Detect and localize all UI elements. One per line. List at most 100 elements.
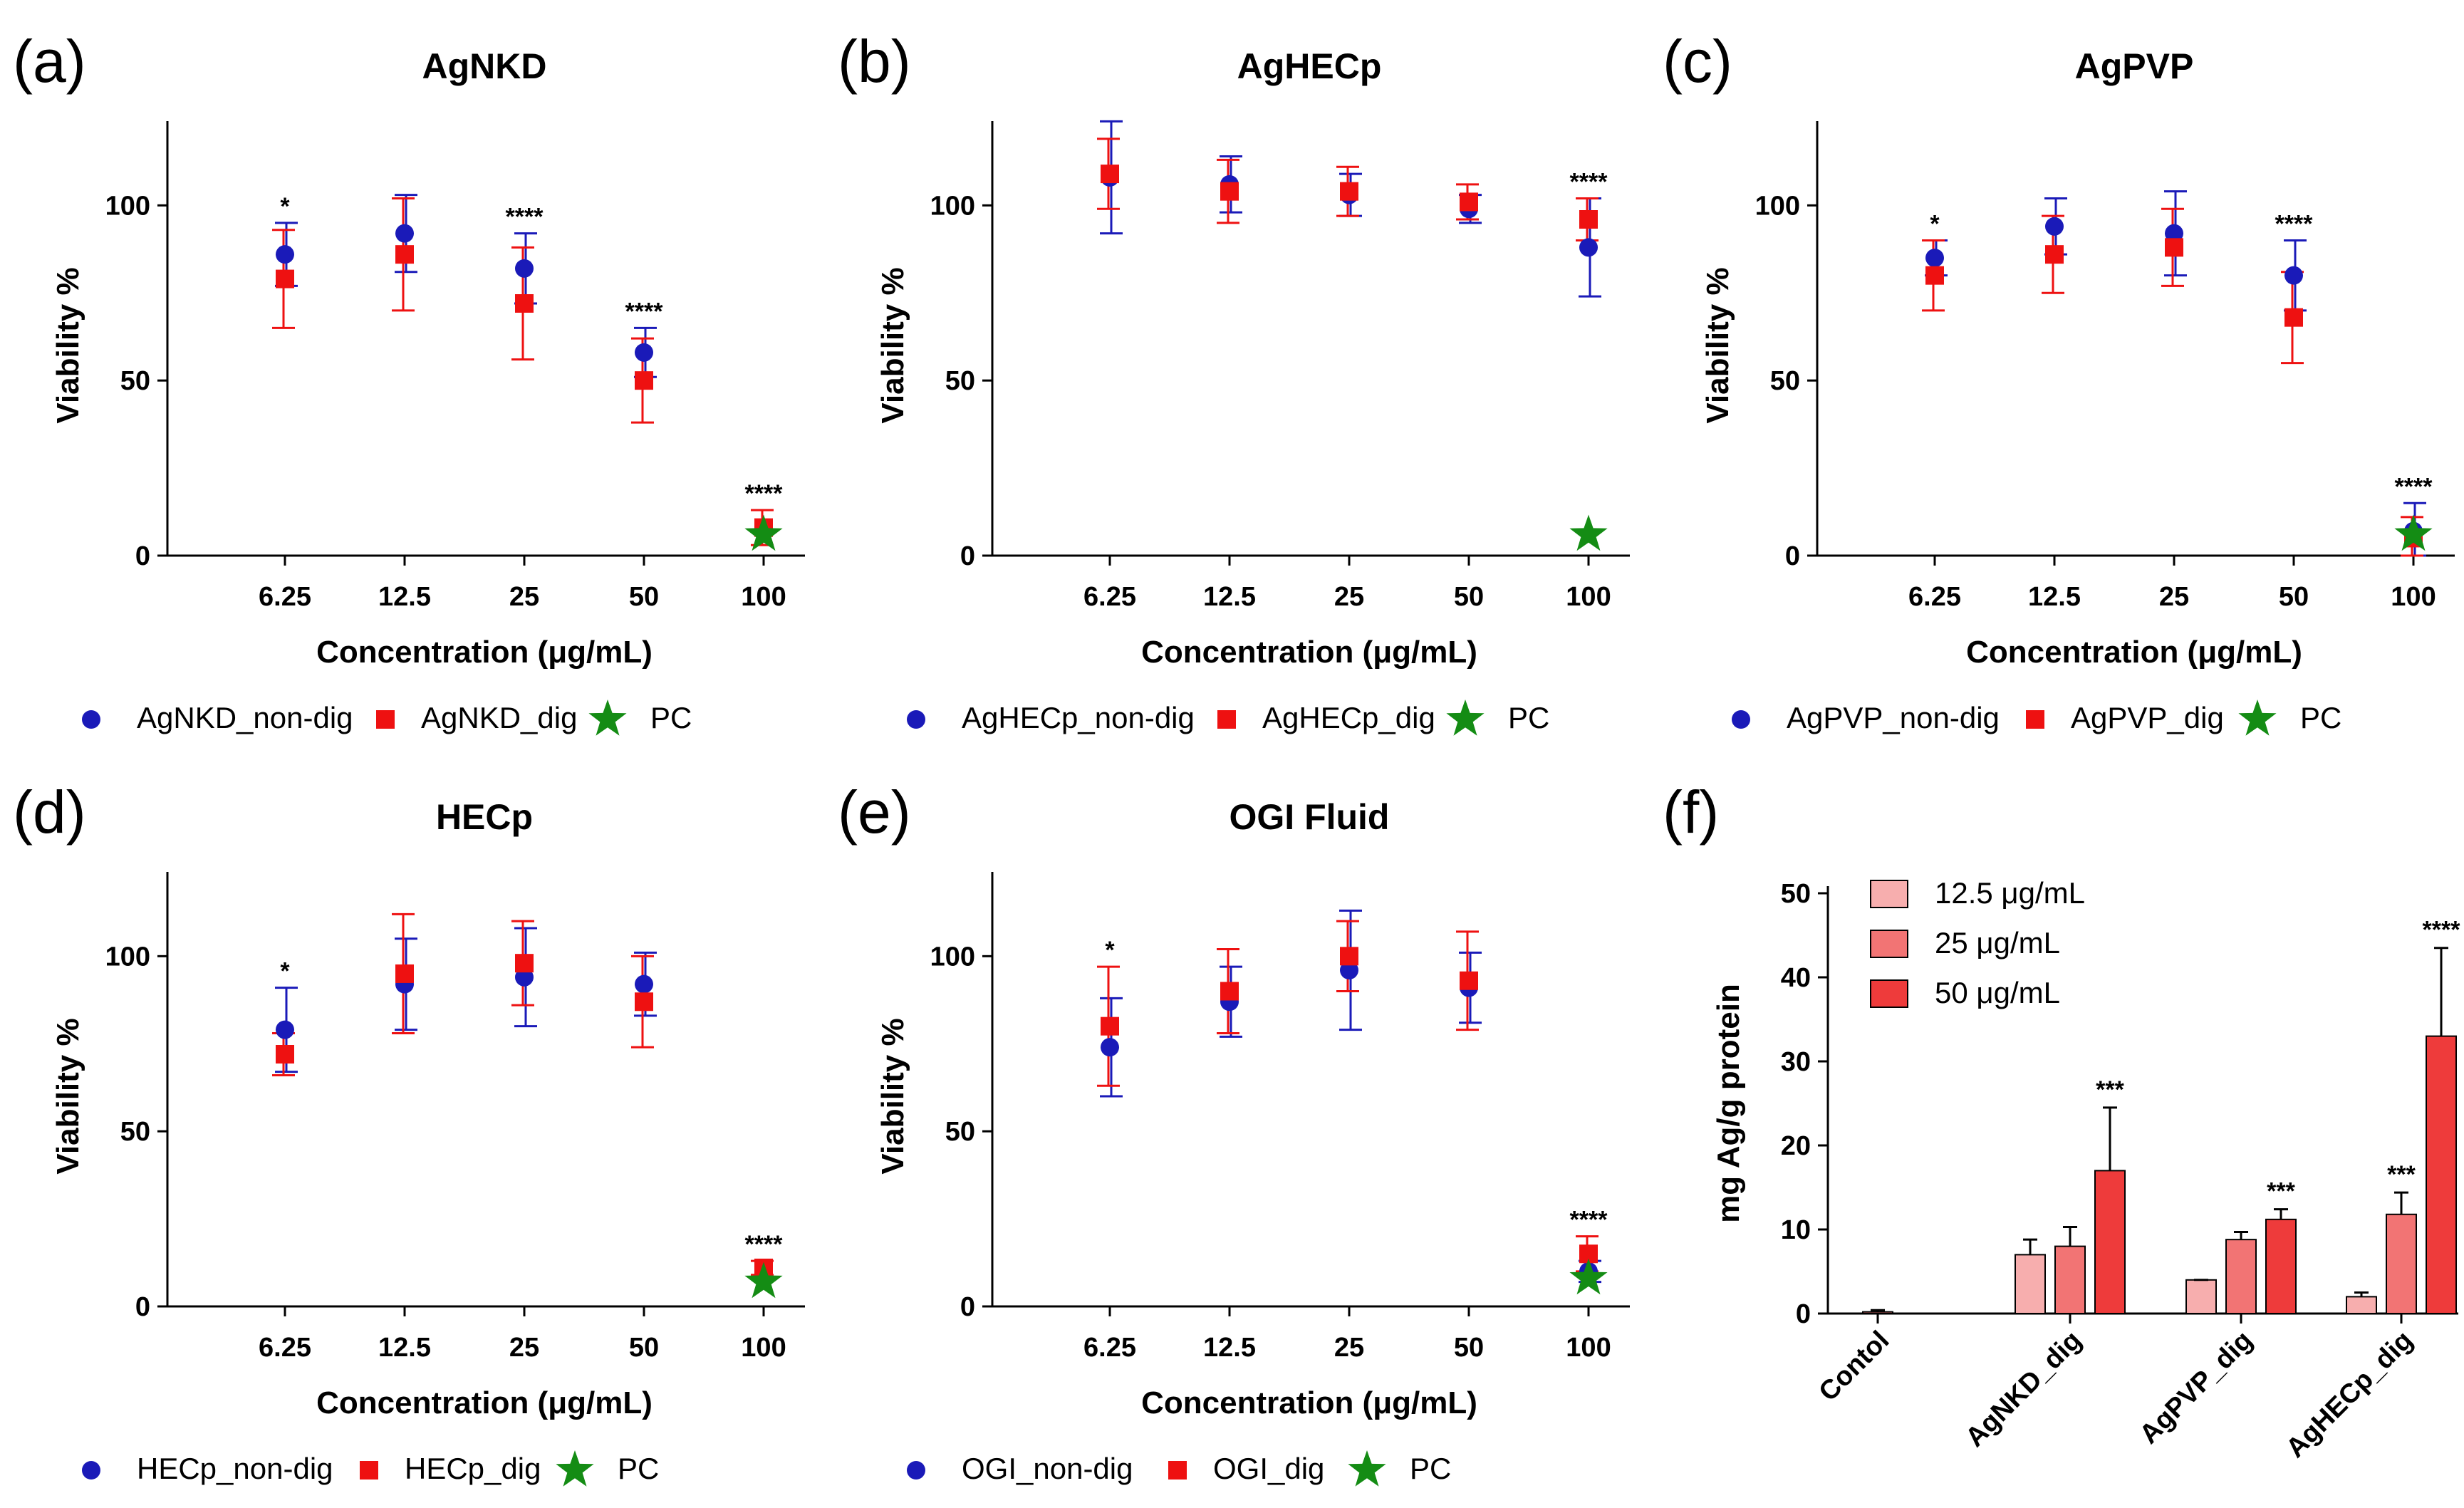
significance-mark: **** bbox=[506, 204, 544, 231]
legend-entry: 50 μg/mL bbox=[1935, 976, 2060, 1009]
legend-marker-pc bbox=[1446, 700, 1485, 736]
bar bbox=[2265, 1218, 2297, 1314]
x-tick-label: AgPVP_dig bbox=[2134, 1326, 2259, 1450]
point-non-dig bbox=[395, 224, 414, 243]
legend-marker-non-dig bbox=[82, 710, 100, 729]
y-tick-label: 100 bbox=[105, 942, 150, 972]
legend-entry: PC bbox=[650, 701, 692, 734]
y-tick-label: 40 bbox=[1781, 963, 1811, 993]
bar bbox=[2094, 1170, 2126, 1315]
x-axis-label: Concentration (μg/mL) bbox=[316, 1385, 653, 1420]
x-tick-label: 6.25 bbox=[1083, 582, 1136, 612]
y-tick-label: 50 bbox=[945, 366, 975, 396]
x-tick-label: 100 bbox=[2391, 582, 2436, 612]
significance-mark: **** bbox=[2395, 473, 2433, 500]
significance-mark: **** bbox=[1570, 169, 1608, 196]
legend-entry: AgHECp_non-dig bbox=[962, 701, 1195, 734]
x-tick-label: 25 bbox=[509, 1333, 539, 1363]
x-axis-label: Concentration (μg/mL) bbox=[1966, 635, 2302, 670]
point-dig bbox=[635, 371, 653, 390]
y-tick-label: 50 bbox=[1770, 366, 1800, 396]
point-non-dig bbox=[1340, 961, 1358, 979]
panel-label: (e) bbox=[838, 779, 911, 846]
panel-label: (c) bbox=[1663, 28, 1732, 95]
legend-entry: AgPVP_dig bbox=[2071, 701, 2224, 734]
x-tick-label: 6.25 bbox=[1908, 582, 1961, 612]
x-tick-label: AgHECp_dig bbox=[2280, 1326, 2418, 1464]
panel-label: (d) bbox=[13, 779, 86, 846]
y-tick-label: 100 bbox=[930, 942, 975, 972]
legend-marker-dig bbox=[360, 1461, 378, 1480]
pc-star bbox=[744, 1262, 783, 1299]
x-tick-label: 100 bbox=[1566, 582, 1611, 612]
point-dig bbox=[1460, 971, 1478, 990]
legend-entry: PC bbox=[2300, 701, 2341, 734]
point-non-dig bbox=[2284, 266, 2303, 285]
bar bbox=[2225, 1239, 2257, 1315]
legend-marker-pc bbox=[1348, 1450, 1386, 1487]
bar bbox=[2386, 1213, 2417, 1315]
point-dig bbox=[1925, 266, 1944, 285]
point-dig bbox=[1340, 947, 1358, 966]
y-tick-label: 100 bbox=[1755, 191, 1800, 221]
legend-entry: OGI_non-dig bbox=[962, 1452, 1133, 1485]
y-tick-label: 0 bbox=[1785, 541, 1800, 571]
point-dig bbox=[1579, 210, 1598, 229]
point-non-dig bbox=[2165, 224, 2183, 243]
point-dig bbox=[515, 294, 534, 313]
x-tick-label: 25 bbox=[1334, 1333, 1364, 1363]
x-tick-label: 100 bbox=[741, 1333, 786, 1363]
x-tick-label: 12.5 bbox=[1203, 582, 1256, 612]
y-tick-label: 10 bbox=[1781, 1215, 1811, 1245]
y-tick-label: 0 bbox=[960, 541, 975, 571]
pc-star bbox=[1569, 514, 1608, 551]
significance-mark: **** bbox=[2275, 211, 2314, 238]
legend-marker-non-dig bbox=[907, 710, 925, 729]
legend-marker-pc bbox=[556, 1450, 594, 1487]
x-tick-label: 25 bbox=[2159, 582, 2189, 612]
bar bbox=[2185, 1279, 2217, 1315]
panel-label: (a) bbox=[13, 28, 86, 95]
bar bbox=[1862, 1311, 1893, 1315]
legend-entry: HECp_dig bbox=[405, 1452, 541, 1485]
legend-entry: AgNKD_dig bbox=[421, 701, 577, 734]
point-dig bbox=[395, 964, 414, 983]
legend-entry: 12.5 μg/mL bbox=[1935, 876, 2085, 910]
y-tick-label: 100 bbox=[930, 191, 975, 221]
y-axis-label: Viability % bbox=[51, 1018, 85, 1174]
legend: AgHECp_non-dig AgHECp_dig PC bbox=[907, 700, 1549, 736]
y-tick-label: 30 bbox=[1781, 1047, 1811, 1077]
point-non-dig bbox=[276, 245, 294, 264]
point-non-dig bbox=[515, 259, 534, 278]
y-axis-label: mg Ag/g protein bbox=[1711, 984, 1746, 1223]
point-dig bbox=[1220, 182, 1239, 201]
pc-star bbox=[744, 514, 783, 551]
legend-marker-non-dig bbox=[907, 1461, 925, 1480]
x-tick-label: 50 bbox=[629, 582, 659, 612]
legend-marker-dig bbox=[2026, 710, 2044, 729]
panel-title: OGI Fluid bbox=[1230, 797, 1390, 837]
point-non-dig bbox=[635, 974, 653, 994]
y-tick-label: 100 bbox=[105, 191, 150, 221]
y-axis-label: Viability % bbox=[1700, 267, 1735, 423]
panel-title: AgPVP bbox=[2075, 46, 2194, 86]
legend-marker-dig bbox=[1168, 1461, 1187, 1480]
significance-mark: **** bbox=[625, 298, 664, 325]
point-dig bbox=[1101, 1016, 1119, 1036]
point-dig bbox=[2165, 238, 2183, 257]
x-axis-label: Concentration (μg/mL) bbox=[1141, 635, 1477, 670]
legend-entry: PC bbox=[1410, 1452, 1451, 1485]
legend-entry: AgHECp_dig bbox=[1262, 701, 1435, 734]
point-non-dig bbox=[515, 967, 534, 987]
x-axis-label: Concentration (μg/mL) bbox=[1141, 1385, 1477, 1420]
panel-1: (b) AgHECp 0 50 100 6.25 12.5 25 50 100 Concentrat… bbox=[838, 28, 1630, 736]
bar bbox=[2054, 1245, 2086, 1314]
panel-0: (a) AgNKD 0 50 100 6.25 12.5 25 50 100 Concentrati… bbox=[13, 28, 805, 736]
legend-marker-pc bbox=[588, 700, 627, 736]
x-tick-label: 50 bbox=[629, 1333, 659, 1363]
legend-marker-non-dig bbox=[1732, 710, 1750, 729]
point-dig bbox=[1220, 982, 1239, 1001]
point-dig bbox=[2284, 308, 2303, 327]
point-non-dig bbox=[635, 343, 653, 362]
legend: AgPVP_non-dig AgPVP_dig PC bbox=[1732, 700, 2341, 736]
